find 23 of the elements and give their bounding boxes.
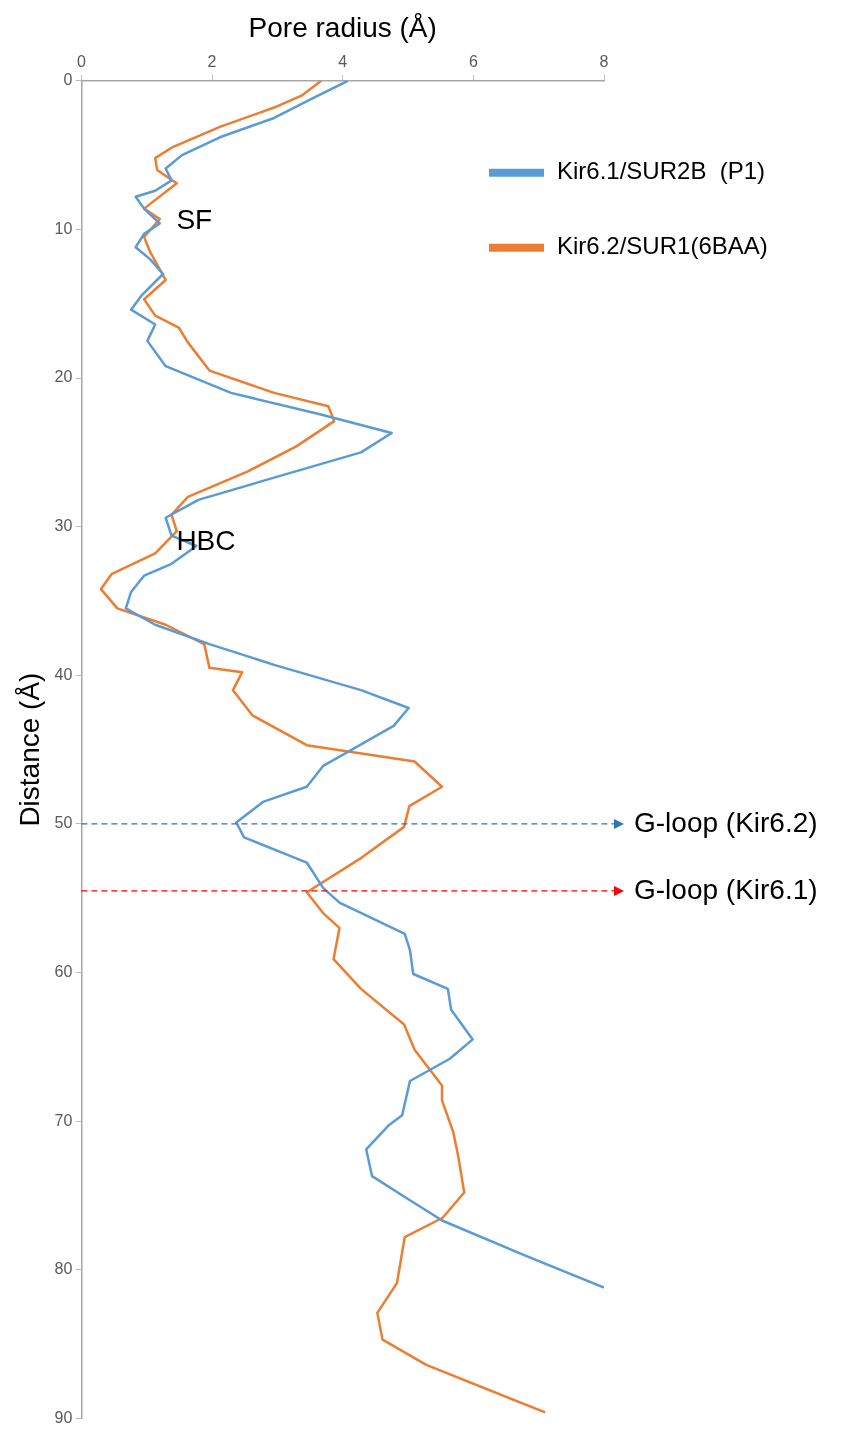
y-tick-label: 60: [54, 962, 73, 980]
y-tick-label: 50: [54, 814, 73, 832]
x-tick-label: 6: [468, 52, 478, 70]
legend-label: Kir6.2/SUR1(6BAA): [557, 232, 768, 260]
y-tick-label: 0: [63, 71, 73, 89]
ref-line-label: G-loop (Kir6.2): [634, 806, 818, 838]
y-tick-label: 30: [54, 517, 73, 535]
annotation: SF: [176, 203, 213, 235]
y-tick-label: 90: [54, 1408, 73, 1426]
legend-label: Kir6.1/SUR2B (P1): [557, 157, 766, 185]
y-tick-label: 40: [54, 665, 73, 683]
y-tick-label: 20: [54, 368, 73, 386]
y-tick-label: 80: [54, 1260, 73, 1278]
ref-line-label: G-loop (Kir6.1): [634, 873, 818, 905]
x-tick-label: 4: [338, 52, 348, 70]
y-tick-label: 70: [54, 1111, 73, 1129]
annotation: HBC: [176, 524, 236, 556]
y-axis-title: Distance (Å): [13, 672, 45, 827]
x-axis-title: Pore radius (Å): [248, 11, 437, 43]
x-tick-label: 2: [207, 52, 217, 70]
x-tick-label: 8: [599, 52, 609, 70]
x-tick-label: 0: [76, 52, 86, 70]
y-tick-label: 10: [54, 219, 73, 237]
